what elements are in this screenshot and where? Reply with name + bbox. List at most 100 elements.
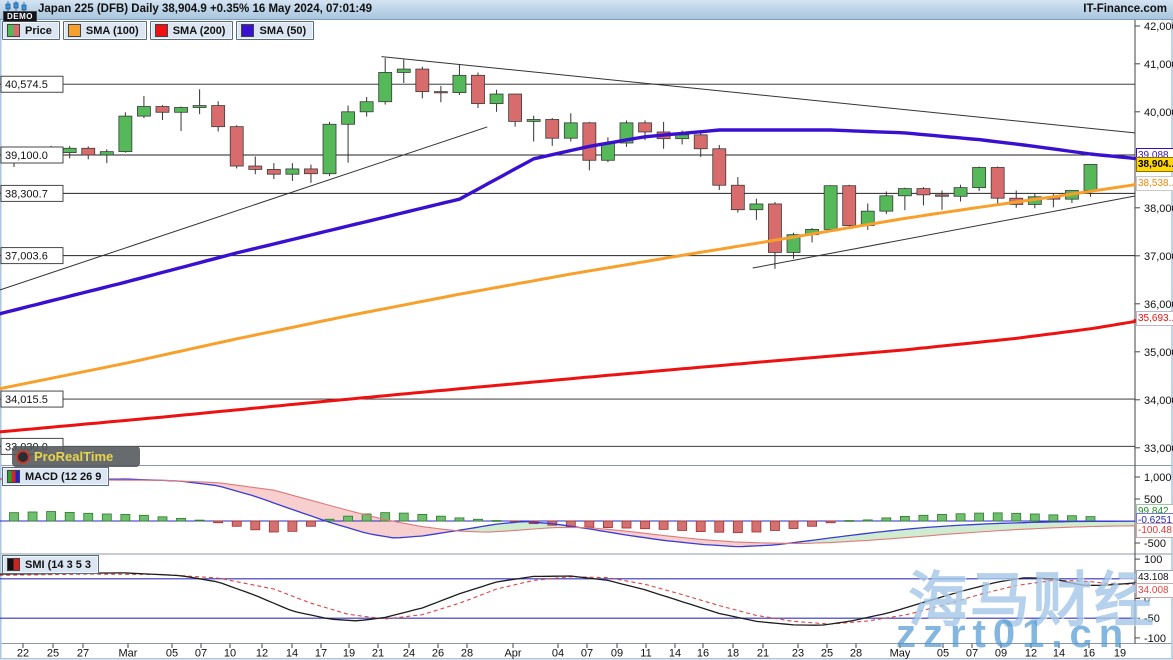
candle [730,177,745,213]
legend-item-label: Price [25,24,52,37]
x-axis-tick-label: 26 [432,648,444,660]
x-axis-tick-label: 12 [1025,648,1037,660]
legend-item-sma-200[interactable]: SMA (200) [149,21,234,40]
smi-legend[interactable]: SMI (14 3 5 3 [2,555,100,574]
x-axis-tick-label: May [890,648,911,660]
macd-icon [7,470,20,483]
candle [953,184,968,202]
price-y-axis[interactable]: 42,00041,00040,00039,00038,00037,00036,0… [1135,21,1173,455]
y-axis-tick-label: 42,000 [1144,21,1173,33]
candle [341,105,355,163]
candle [545,118,560,146]
candle [378,58,393,105]
x-axis-tick-label: 28 [461,648,473,660]
candlestick-series[interactable] [7,58,1098,269]
legend-item-sma-100[interactable]: SMA (100) [62,21,147,40]
candle [81,146,96,160]
x-axis-tick-label: Apr [504,648,521,660]
x-axis-tick-label: 07 [195,648,207,660]
candle [99,149,114,164]
candle [248,156,263,175]
macd-histogram [9,511,1096,534]
y-axis-tick-label: 41,000 [1144,59,1173,71]
trendlines[interactable] [0,56,1136,291]
candle [693,131,708,157]
candle [972,166,987,191]
sma100-line [0,182,1137,391]
prorealtime-watermark-text: ProRealTime [34,449,114,464]
candle [155,105,170,120]
candle [471,72,485,108]
candle [601,137,615,163]
x-axis-tick-label: 05 [166,648,178,660]
legend-item-label: SMA (200) [172,24,226,37]
price-level-label: 39,100.0 [5,150,48,162]
candle [489,89,504,112]
legend-item-label: SMA (50) [259,24,307,37]
smi-tick-label: -50 [1144,613,1160,625]
legend-item-sma-50[interactable]: SMA (50) [236,21,315,40]
y-axis-tick-label: 33,000 [1144,443,1173,455]
sma100-value-label: 38,538.. [1136,176,1173,191]
sma200-value-label: 35,693.. [1136,311,1173,326]
x-axis-tick-label: 18 [727,648,739,660]
candle [211,101,226,132]
x-axis-tick-label: 14 [1053,648,1065,660]
x-axis-tick-label: 25 [47,648,59,660]
legend-item-price[interactable]: Price [2,21,60,40]
last-price-label: 38,904.. [1136,157,1173,172]
x-axis-tick-label: 22 [17,648,29,660]
macd-tick-label: 500 [1144,494,1162,506]
x-axis-tick-label: 28 [850,648,862,660]
candle [415,66,430,99]
x-axis-tick-label: 21 [372,648,384,660]
candle [137,95,151,119]
macd-signal-line [0,479,1136,544]
candle [192,89,207,115]
candle [879,191,894,215]
instrument-title: Japan 225 (DFB) Daily 38,904.9 +0.35% 16… [38,3,373,15]
candle [935,190,949,210]
smi-tick-label: 0 [1144,594,1150,606]
x-axis-tick-label: 12 [256,648,268,660]
x-axis-tick-label: 10 [224,648,236,660]
candle [990,166,1005,204]
candle [749,198,764,220]
prorealtime-watermark: ProRealTime [12,446,140,467]
x-axis-tick-label: 16 [1083,648,1095,660]
y-axis-tick-label: 35,000 [1144,347,1173,359]
x-axis-tick-label: 25 [821,648,833,660]
candle [842,184,857,227]
itfinance-brand-label: IT-Finance.com [1083,3,1167,15]
macd-legend-label: MACD (12 26 9 [25,470,102,483]
candle [322,121,337,177]
candle [823,185,838,230]
candle [174,106,188,131]
x-axis-tick-label: 19 [1114,648,1126,660]
smi-tick-label: -100 [1144,633,1166,645]
candle [508,93,523,127]
smi-icon [7,558,20,571]
candle [526,115,541,142]
macd-tick-label: -500 [1144,538,1166,550]
x-axis-tick-label: 04 [552,648,564,660]
price-series-icon [7,24,20,37]
x-axis-tick-label: 21 [757,648,769,660]
macd-panel[interactable]: 1,000 500 -500 [0,472,1172,550]
macd-legend[interactable]: MACD (12 26 9 [2,467,110,486]
smi-panel[interactable]: 100 0 -50 -100 [0,554,1166,645]
candle [396,59,411,83]
trendline [381,56,1136,134]
candle [285,163,300,181]
x-axis[interactable]: 22 25 27 Mar 05 07 10 12 14 17 19 21 24 26 28 Apr 04 07 09… [17,643,1126,660]
x-axis-tick-label: 09 [995,648,1007,660]
price-level-label: 37,003.6 [5,251,48,263]
sma-series-icon [154,24,168,37]
sma-overlays [0,128,1137,434]
sma-series-icon [241,24,255,37]
price-legend-row: Price SMA (100) SMA (200) SMA (50) [2,21,315,40]
x-axis-tick-label: 14 [286,648,298,660]
price-level-label: 34,015.5 [5,394,48,406]
macd-tick-label: 1,000 [1144,472,1172,484]
